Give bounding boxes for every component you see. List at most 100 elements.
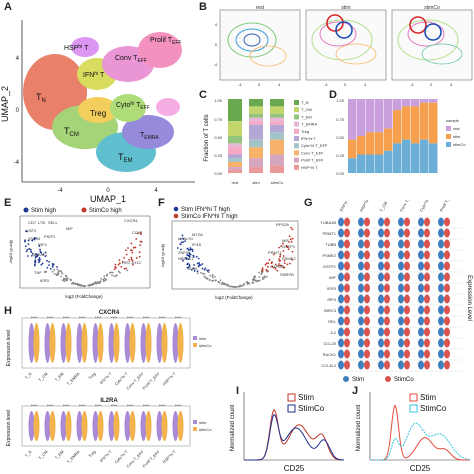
violin-stim <box>418 261 424 271</box>
x-tick-label: stimCo <box>271 180 284 185</box>
significance-stars: **** <box>47 315 54 320</box>
fraction-segment <box>228 167 242 171</box>
y-tick-label: 0.75 <box>336 117 345 122</box>
category-label: T_N <box>24 371 33 380</box>
volcano-point <box>182 259 184 262</box>
volcano-point <box>123 267 126 270</box>
violin-stim <box>358 239 364 249</box>
volcano-point <box>222 282 224 285</box>
violin-stimco <box>424 305 430 315</box>
violin-stimco <box>364 305 370 315</box>
gene-label: LTB <box>38 220 45 225</box>
category-label: T_EM <box>54 371 65 382</box>
violin-stimco <box>344 349 350 359</box>
x-tick-label: 0 <box>430 82 433 87</box>
violin-stim <box>358 316 364 326</box>
fraction-segment <box>228 170 242 173</box>
volcano-point <box>258 279 261 282</box>
y-tick-label: 0.75 <box>214 117 223 122</box>
violin-stim <box>398 261 404 271</box>
volcano-point <box>30 254 33 257</box>
fraction-segment <box>249 124 263 140</box>
split-violin-stimco <box>129 323 136 363</box>
volcano-point <box>260 269 263 272</box>
x-tick-label: 4 <box>450 82 453 87</box>
fraction-segment <box>270 113 284 118</box>
x-tick-label: 4 <box>278 82 281 87</box>
volcano-point <box>132 246 135 249</box>
split-violin-stim <box>172 411 179 441</box>
volcano-plot-f: Stim IFN^hi T high StimCo IFN^hi T high … <box>160 206 299 300</box>
volcano-point <box>46 266 49 269</box>
volcano-point <box>179 243 182 246</box>
volcano-point <box>31 239 34 242</box>
volcano-point <box>186 247 189 250</box>
x-tick-label: 4 <box>154 188 158 194</box>
volcano-point <box>243 282 246 285</box>
legend-dot-stim <box>343 376 349 382</box>
volcano-point <box>289 238 292 241</box>
violin-stim <box>418 250 424 260</box>
violin-stim <box>378 283 384 293</box>
violin-stim <box>418 283 424 293</box>
proportion-segment <box>393 110 402 144</box>
significance-stars: **** <box>63 403 70 408</box>
violin-stim <box>398 338 404 348</box>
volcano-point <box>97 280 100 283</box>
violin-stimco <box>344 338 350 348</box>
category-label: T_CM <box>37 371 48 382</box>
legend-label: stimCo <box>199 427 212 432</box>
volcano-point <box>71 282 74 284</box>
panel-label-g: G <box>304 197 313 209</box>
volcano-point <box>28 247 31 250</box>
panel-label-i: I <box>236 385 240 397</box>
fraction-segment <box>270 154 284 166</box>
volcano-point <box>125 267 128 270</box>
volcano-point <box>118 259 121 262</box>
x-tick-label: 4 <box>364 82 367 87</box>
volcano-point <box>114 263 117 266</box>
violin-stim <box>418 294 424 304</box>
facet-title-stimco: stimCo <box>424 5 440 11</box>
split-violin-stimco <box>177 411 184 441</box>
violin-stim <box>398 305 404 315</box>
histogram-j: Stim StimCo Normalized count CD25 <box>356 392 471 473</box>
volcano-point <box>196 272 199 275</box>
violin-stim <box>398 272 404 282</box>
facet-stim: stim <box>305 5 387 81</box>
volcano-point <box>34 237 37 240</box>
volcano-point <box>180 241 183 244</box>
violin-stim <box>398 360 404 370</box>
volcano-point <box>217 280 220 283</box>
volcano-point <box>41 262 44 265</box>
violin-stimco <box>424 250 430 260</box>
volcano-point <box>176 247 179 249</box>
facet-title-rest: rest <box>256 5 265 11</box>
split-violin-stimco <box>81 323 88 363</box>
proportion-segment <box>366 154 375 173</box>
gene-label: MT2A <box>192 232 203 237</box>
volcano-point <box>58 270 61 272</box>
proportion-segment <box>393 143 402 173</box>
legend-swatch <box>294 114 299 120</box>
violin-stimco <box>384 239 390 249</box>
category-label: IFN^hi T <box>99 449 113 463</box>
violin-stim <box>378 327 384 337</box>
legend-label: Stim <box>420 393 436 402</box>
violin-stimco <box>344 294 350 304</box>
volcano-point <box>139 240 142 243</box>
violin-stimco <box>444 349 450 359</box>
violin-stim <box>358 250 364 260</box>
y-axis-label: -log10 (p-adj) <box>8 239 13 263</box>
gene-label: CSF2 <box>26 228 37 233</box>
volcano-point <box>53 273 56 275</box>
gene-label: ZNF90 <box>178 250 191 255</box>
volcano-point <box>258 276 261 278</box>
volcano-point <box>236 285 238 288</box>
significance-stars: **** <box>143 315 150 320</box>
volcano-point <box>29 248 32 251</box>
legend-dot-stimco <box>385 376 391 382</box>
volcano-point <box>267 265 269 268</box>
volcano-point <box>288 241 290 243</box>
split-violin-stim <box>28 411 35 441</box>
